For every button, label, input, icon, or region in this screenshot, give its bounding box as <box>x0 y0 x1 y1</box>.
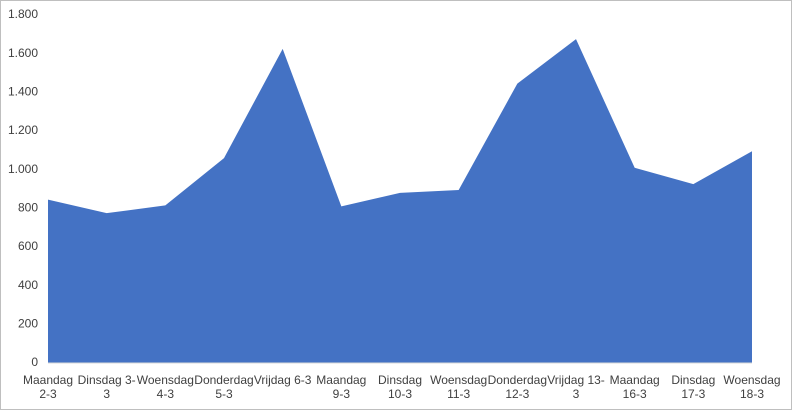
x-tick-label: Vrijdag 6-3 <box>253 373 312 387</box>
x-tick-label: Maandag 9-3 <box>316 373 367 401</box>
x-tick-label: Maandag 16-3 <box>609 373 660 401</box>
x-tick-label: Dinsdag 17-3 <box>671 373 716 401</box>
y-tick-label: 1.400 <box>8 85 38 99</box>
x-tick-label: Dinsdag 3-3 <box>77 373 136 401</box>
x-tick-label: Donderdag 12-3 <box>487 373 548 401</box>
area <box>48 39 752 364</box>
y-tick-label: 600 <box>18 239 38 253</box>
x-tick-label: Woensdag 4-3 <box>136 373 194 401</box>
y-tick-label: 1.800 <box>8 7 38 21</box>
x-tick-label: Maandag 2-3 <box>22 373 74 401</box>
x-tick-label: Woensdag 18-3 <box>723 373 781 401</box>
x-tick-label: Dinsdag 10-3 <box>377 373 423 401</box>
y-tick-label: 200 <box>18 317 38 331</box>
y-tick-label: 1.200 <box>8 123 38 137</box>
y-tick-label: 0 <box>31 355 38 369</box>
y-tick-label: 1.000 <box>8 162 38 176</box>
y-tick-label: 800 <box>18 201 38 215</box>
x-tick-label: Donderdag 5-3 <box>194 373 254 401</box>
x-tick-label: Vrijdag 13-3 <box>547 373 605 401</box>
y-tick-label: 400 <box>18 278 38 292</box>
y-tick-label: 1.600 <box>8 46 38 60</box>
x-tick-label: Woensdag 11-3 <box>430 373 488 401</box>
